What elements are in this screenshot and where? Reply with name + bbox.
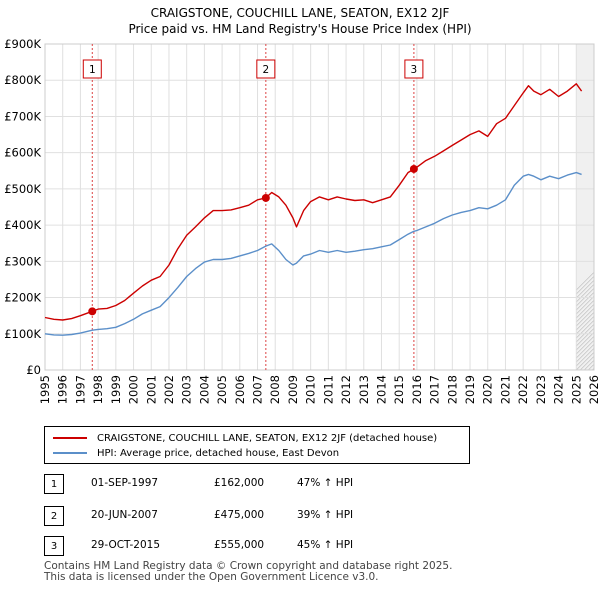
x-tick-label: 2001 bbox=[144, 375, 158, 404]
x-tick-label: 2019 bbox=[463, 375, 477, 404]
transaction-number-badge: 1 bbox=[44, 474, 64, 494]
x-tick-label: 2021 bbox=[498, 375, 512, 404]
y-tick-label: £900K bbox=[4, 37, 41, 51]
x-tick-label: 2020 bbox=[481, 375, 495, 404]
purchase-point bbox=[261, 193, 270, 202]
chart-subtitle: Price paid vs. HM Land Registry's House … bbox=[128, 22, 472, 36]
x-tick-label: 2012 bbox=[339, 375, 353, 404]
x-tick-label: 2024 bbox=[552, 375, 566, 404]
transaction-price: £475,000 bbox=[214, 509, 265, 521]
hpi-line bbox=[44, 171, 582, 336]
x-tick-label: 2009 bbox=[286, 375, 300, 404]
y-tick-label: £400K bbox=[4, 218, 41, 232]
x-tick-label: 2005 bbox=[215, 375, 229, 404]
x-tick-label: 2013 bbox=[357, 375, 371, 404]
x-tick-label: 1995 bbox=[38, 375, 52, 404]
y-tick-label: £0 bbox=[26, 363, 41, 377]
legend-swatch-hpi bbox=[53, 452, 87, 454]
x-tick-label: 2026 bbox=[587, 375, 600, 404]
purchase-marker-box bbox=[404, 59, 424, 79]
plot-frame bbox=[44, 43, 595, 371]
x-tick-label: 1998 bbox=[91, 375, 105, 404]
x-tick-label: 2014 bbox=[374, 375, 388, 404]
legend-swatch-property bbox=[53, 437, 87, 439]
footer-attribution: Contains HM Land Registry data © Crown c… bbox=[44, 561, 452, 583]
property-price-line bbox=[44, 83, 583, 321]
transaction-price: £555,000 bbox=[214, 539, 265, 551]
legend: CRAIGSTONE, COUCHILL LANE, SEATON, EX12 … bbox=[44, 426, 470, 464]
hatch-line bbox=[576, 311, 595, 331]
legend-label-hpi: HPI: Average price, detached house, East… bbox=[97, 447, 340, 459]
hatch-line bbox=[576, 303, 595, 323]
y-tick-label: £800K bbox=[4, 73, 41, 87]
transaction-hpi-change: 39% ↑ HPI bbox=[297, 509, 354, 521]
x-tick-label: 2002 bbox=[162, 375, 176, 404]
y-tick-label: £600K bbox=[4, 146, 41, 160]
purchase-marker-label: 3 bbox=[411, 64, 418, 76]
price-chart: £0 £100K £200K £300K £400K £500K £600K £700K £80… bbox=[4, 37, 600, 404]
x-tick-label: 2022 bbox=[516, 375, 530, 404]
legend-label-property: CRAIGSTONE, COUCHILL LANE, SEATON, EX12 … bbox=[97, 432, 438, 444]
purchase-point bbox=[88, 307, 97, 316]
legend-item-hpi: HPI: Average price, detached house, East… bbox=[53, 446, 339, 460]
x-tick-label: 1997 bbox=[73, 375, 87, 404]
purchase-marker-box bbox=[256, 59, 276, 79]
x-tick-label: 2000 bbox=[127, 375, 141, 404]
x-tick-label: 2016 bbox=[410, 375, 424, 404]
purchase-point bbox=[409, 164, 418, 173]
transaction-date: 20-JUN-2007 bbox=[91, 509, 158, 521]
hatch-line bbox=[576, 299, 595, 319]
transaction-date: 01-SEP-1997 bbox=[91, 477, 159, 489]
x-tick-label: 2003 bbox=[180, 375, 194, 404]
transaction-number-badge: 2 bbox=[44, 506, 64, 526]
x-tick-label: 2011 bbox=[321, 375, 335, 404]
footer-line-licence: This data is licensed under the Open Gov… bbox=[44, 571, 379, 583]
transaction-date: 29-OCT-2015 bbox=[91, 539, 160, 551]
y-tick-label: £700K bbox=[4, 109, 41, 123]
x-tick-label: 2017 bbox=[428, 375, 442, 404]
y-tick-label: £300K bbox=[4, 254, 41, 268]
x-tick-label: 2015 bbox=[392, 375, 406, 404]
hatch-line bbox=[596, 44, 600, 370]
purchase-marker-label: 2 bbox=[262, 64, 269, 76]
purchase-marker-label: 1 bbox=[89, 64, 96, 76]
x-tick-label: 2025 bbox=[569, 375, 583, 404]
y-tick-label: £200K bbox=[4, 291, 41, 305]
hatch-line bbox=[576, 307, 595, 327]
y-tick-label: £100K bbox=[4, 327, 41, 341]
x-tick-label: 2010 bbox=[304, 375, 318, 404]
purchase-marker-box bbox=[82, 59, 102, 79]
x-tick-label: 2006 bbox=[233, 375, 247, 404]
footer-line-copyright: Contains HM Land Registry data © Crown c… bbox=[44, 560, 453, 572]
transaction-number-badge: 3 bbox=[44, 536, 64, 556]
transaction-hpi-change: 45% ↑ HPI bbox=[297, 539, 354, 551]
legend-item-property: CRAIGSTONE, COUCHILL LANE, SEATON, EX12 … bbox=[53, 431, 437, 445]
x-tick-label: 2007 bbox=[251, 375, 265, 404]
x-tick-label: 2023 bbox=[534, 375, 548, 404]
x-tick-label: 1999 bbox=[109, 375, 123, 404]
y-tick-label: £500K bbox=[4, 182, 41, 196]
transaction-price: £162,000 bbox=[214, 477, 265, 489]
x-tick-label: 2004 bbox=[197, 375, 211, 404]
x-tick-label: 2018 bbox=[445, 375, 459, 404]
x-tick-label: 2008 bbox=[268, 375, 282, 404]
chart-title: CRAIGSTONE, COUCHILL LANE, SEATON, EX12 … bbox=[150, 6, 450, 20]
x-tick-label: 1996 bbox=[56, 375, 70, 404]
transaction-hpi-change: 47% ↑ HPI bbox=[297, 477, 354, 489]
